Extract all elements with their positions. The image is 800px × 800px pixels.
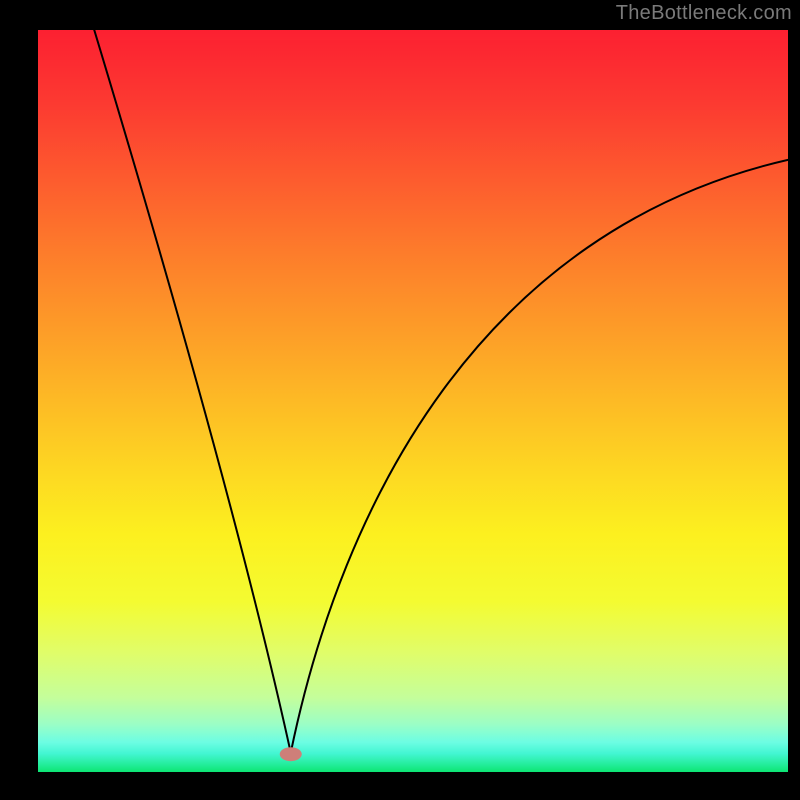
bottleneck-chart-svg xyxy=(0,0,800,800)
gradient-background xyxy=(38,30,788,772)
plot-area xyxy=(38,30,788,772)
chart-stage: TheBottleneck.com xyxy=(0,0,800,800)
optimal-point-marker xyxy=(280,747,302,761)
watermark-text: TheBottleneck.com xyxy=(616,2,792,25)
